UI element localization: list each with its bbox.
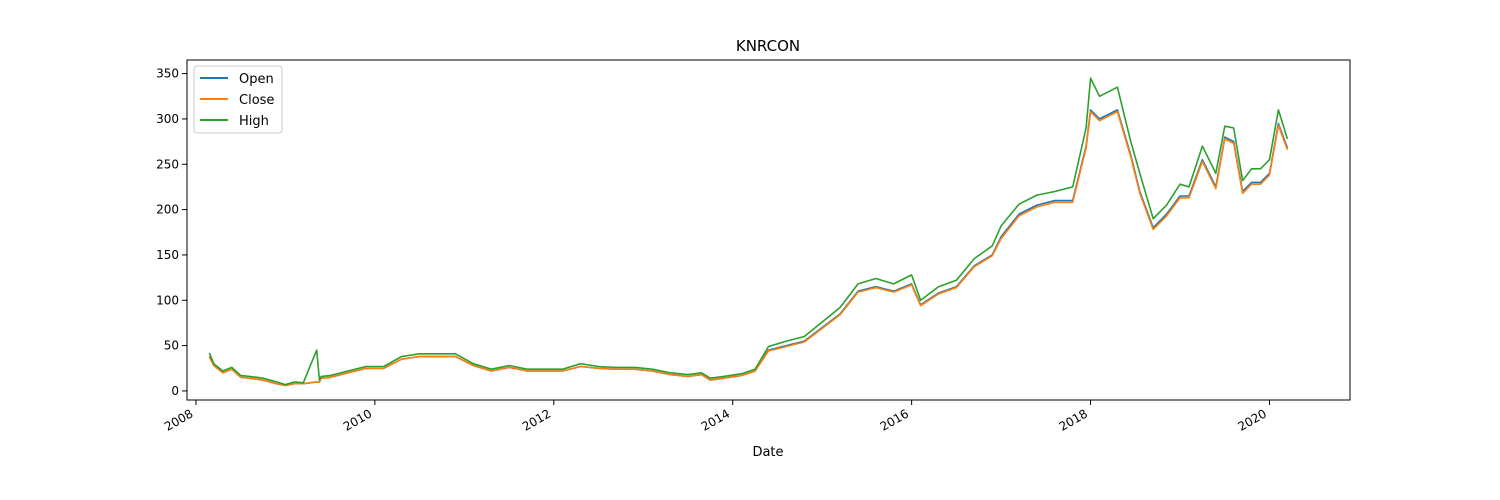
legend: Open Close High (193, 65, 283, 134)
y-tick-label-250: 250 (156, 157, 179, 171)
y-tick-label-0: 0 (171, 384, 179, 398)
x-axis-title: Date (752, 445, 783, 460)
series-layer (208, 77, 1289, 387)
y-tick-label-100: 100 (156, 293, 179, 307)
y-tick-label-300: 300 (156, 112, 179, 126)
legend-label-open: Open (239, 72, 274, 87)
legend-label-close: Close (239, 93, 274, 108)
y-tick-label-50: 50 (164, 339, 179, 353)
series-line-high (208, 77, 1289, 386)
legend-label-high: High (239, 114, 269, 129)
y-axis: 0 50 100 150 200 250 300 350 (156, 67, 187, 398)
y-tick-label-200: 200 (156, 203, 179, 217)
y-tick-label-350: 350 (156, 67, 179, 81)
legend-box (193, 65, 283, 134)
plot-frame (186, 59, 1351, 401)
chart-title: KNRCON (736, 37, 800, 55)
y-tick-label-150: 150 (156, 248, 179, 262)
